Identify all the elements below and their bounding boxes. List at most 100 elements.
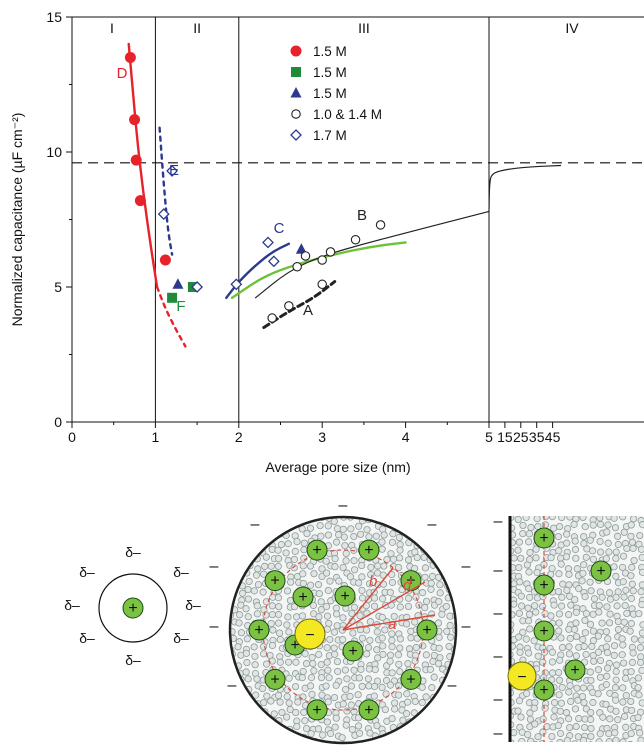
solvent-molecule xyxy=(316,521,324,530)
solvent-molecule xyxy=(346,573,355,581)
solvent-molecule xyxy=(573,684,581,692)
schematic: +δ–δ– δ–δ– δ–δ– δ–δ– ++++++++ ++++++−ab d–– ––… xyxy=(64,497,644,745)
solvent-molecule xyxy=(410,532,419,540)
solvent-molecule xyxy=(614,625,623,634)
solvent-molecule xyxy=(298,674,306,682)
solvent-molecule xyxy=(566,634,574,642)
solvent-molecule xyxy=(450,729,456,738)
solvent-molecule xyxy=(557,634,565,642)
solvent-molecule xyxy=(326,577,334,585)
radius-line xyxy=(342,614,436,631)
wall-charge: – xyxy=(251,516,260,533)
solvent-molecule xyxy=(266,517,275,522)
solvated-ion-diagram: + δ– δ– δ– δ– δ– δ– δ– δ– xyxy=(64,544,201,668)
data-point xyxy=(350,235,361,245)
solvent-molecule xyxy=(563,736,571,742)
data-point xyxy=(157,208,170,221)
solvent-molecule xyxy=(262,725,270,733)
solvent-molecule xyxy=(602,555,610,563)
solvent-molecule xyxy=(523,561,531,569)
solvent-molecule xyxy=(638,629,644,637)
solvent-molecule xyxy=(402,620,411,628)
solvent-molecule xyxy=(358,594,367,602)
solvent-molecule xyxy=(230,517,237,524)
wall-charge: – xyxy=(494,513,503,530)
solvent-molecule xyxy=(358,561,366,570)
solvent-molecule xyxy=(389,530,397,538)
solvent-molecule xyxy=(527,737,535,742)
solvent-molecule xyxy=(422,597,431,605)
solvent-molecule xyxy=(634,674,643,682)
solvent-molecule xyxy=(579,605,587,613)
partial-charge: δ– xyxy=(79,564,95,580)
solvent-molecule xyxy=(301,717,309,725)
solvent-molecule xyxy=(602,628,610,636)
solvent-molecule xyxy=(443,723,451,731)
solvent-molecule xyxy=(260,650,268,658)
solvent-molecule xyxy=(556,554,565,562)
solvent-molecule xyxy=(628,580,636,588)
solvent-molecule xyxy=(261,562,269,570)
solvent-molecule xyxy=(627,697,635,706)
solvent-molecule xyxy=(284,613,292,621)
cation-charge: + xyxy=(364,542,373,559)
series-label-a: A xyxy=(303,302,313,319)
wall-charge: – xyxy=(210,618,219,635)
solvent-molecule xyxy=(382,737,390,743)
solvent-molecule xyxy=(570,520,578,528)
solvent-molecule xyxy=(563,586,571,594)
solvent-molecule xyxy=(364,643,373,652)
solvent-molecule xyxy=(427,585,435,593)
solvent-molecule xyxy=(431,714,439,722)
solvent-molecule xyxy=(330,644,338,652)
solvent-molecule xyxy=(230,541,234,549)
solvent-molecule xyxy=(532,608,540,616)
wall-charge: – xyxy=(494,691,503,708)
cation-charge: + xyxy=(406,671,415,688)
solvent-molecule xyxy=(323,569,331,577)
solvent-molecule xyxy=(564,611,573,619)
fit-curve-b xyxy=(254,210,490,299)
cation-charge: + xyxy=(364,702,373,719)
solvent-molecule xyxy=(586,578,594,586)
solvent-molecule xyxy=(599,713,607,721)
solvent-molecule xyxy=(324,698,332,706)
solvent-molecule xyxy=(262,611,270,619)
solvent-molecule xyxy=(556,729,565,738)
solvent-molecule xyxy=(302,725,311,733)
solvent-molecule xyxy=(580,699,588,707)
solvent-molecule xyxy=(357,665,365,673)
solvent-molecule xyxy=(234,643,242,651)
solvent-molecule xyxy=(582,609,591,618)
solvent-molecule xyxy=(268,641,277,650)
solvent-molecule xyxy=(581,629,589,637)
solvent-molecule xyxy=(372,532,380,540)
solvent-molecule xyxy=(325,619,333,628)
solvent-molecule xyxy=(268,602,276,610)
solvent-molecule xyxy=(550,524,558,532)
solvent-molecule xyxy=(620,593,628,601)
cation-charge: + xyxy=(254,622,263,639)
solvent-molecule xyxy=(587,715,595,724)
solvent-molecule xyxy=(636,729,644,737)
solvent-molecule xyxy=(612,696,620,704)
legend: 1.5 M 1.5 M 1.5 M 1.0 & 1.4 M 1.7 M xyxy=(290,44,382,143)
solvent-molecule xyxy=(388,578,397,587)
solvent-molecule xyxy=(518,737,526,742)
solvent-molecule xyxy=(300,546,308,554)
solvent-molecule xyxy=(517,592,525,600)
solvent-molecule xyxy=(543,723,551,731)
solvent-molecule xyxy=(333,538,341,546)
solvent-molecule xyxy=(419,733,427,741)
solvent-molecule xyxy=(613,602,621,610)
solvent-molecule xyxy=(300,708,308,716)
solvent-molecule xyxy=(347,682,356,690)
solvent-molecule xyxy=(259,684,267,693)
solvent-molecule xyxy=(230,739,234,743)
solvent-molecule xyxy=(555,676,564,684)
data-point xyxy=(172,278,184,289)
solvent-molecule xyxy=(634,713,642,722)
solvent-molecule xyxy=(630,635,639,643)
y-tick-label: 0 xyxy=(54,414,62,430)
cation-charge: + xyxy=(340,588,349,605)
